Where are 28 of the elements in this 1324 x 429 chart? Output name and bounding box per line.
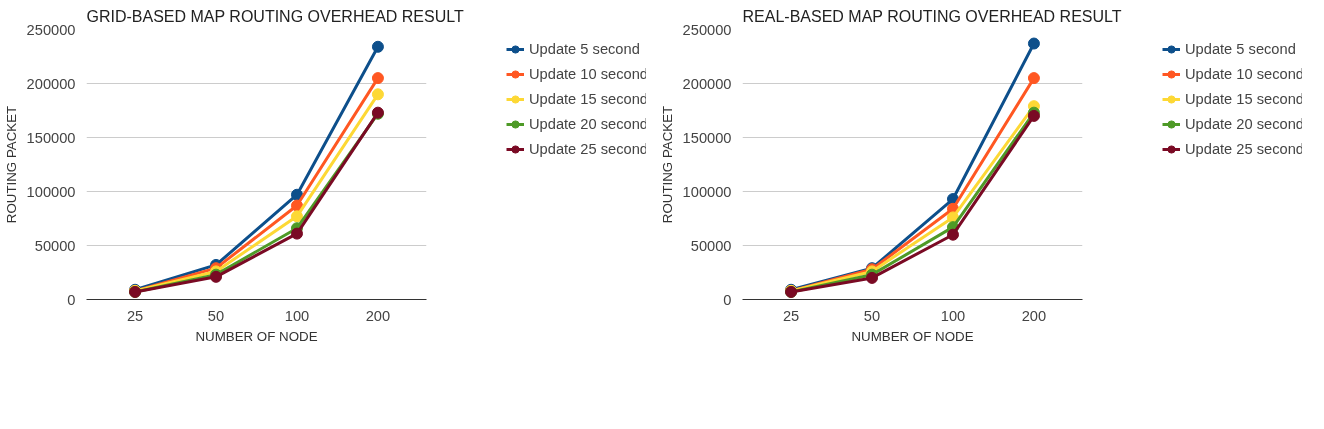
y-tick-label: 50000 [34,237,76,254]
x-tick-label: 25 [782,307,800,324]
y-tick-label: 250000 [682,21,732,38]
x-tick-label: 25 [126,307,144,324]
x-axis-title: NUMBER OF NODE [851,328,974,344]
x-tick-label: 200 [1021,307,1047,324]
y-tick-label: 200000 [26,75,76,92]
y-tick-label: 250000 [26,21,76,38]
y-tick-label: 100000 [26,183,76,200]
legend-label: Update 5 second [529,41,640,57]
x-axis-title: NUMBER OF NODE [195,328,318,344]
x-tick-label: 100 [940,307,966,324]
x-tick-label: 50 [207,307,225,324]
y-tick-label: 0 [723,291,732,308]
legend-label: Update 5 second [1185,41,1296,57]
chart-title: REAL-BASED MAP ROUTING OVERHEAD RESULT [742,7,1122,25]
y-tick-label: 50000 [690,237,732,254]
y-axis-title: ROUTING PACKET [659,105,675,224]
y-tick-label: 0 [67,291,76,308]
x-tick-label: 200 [365,307,391,324]
y-tick-label: 150000 [26,129,76,146]
x-tick-label: 100 [284,307,310,324]
y-axis-title: ROUTING PACKET [3,105,19,224]
chart-title: GRID-BASED MAP ROUTING OVERHEAD RESULT [86,7,464,25]
x-tick-label: 50 [863,307,881,324]
y-tick-label: 150000 [682,129,732,146]
y-tick-label: 100000 [682,183,732,200]
y-tick-label: 200000 [682,75,732,92]
